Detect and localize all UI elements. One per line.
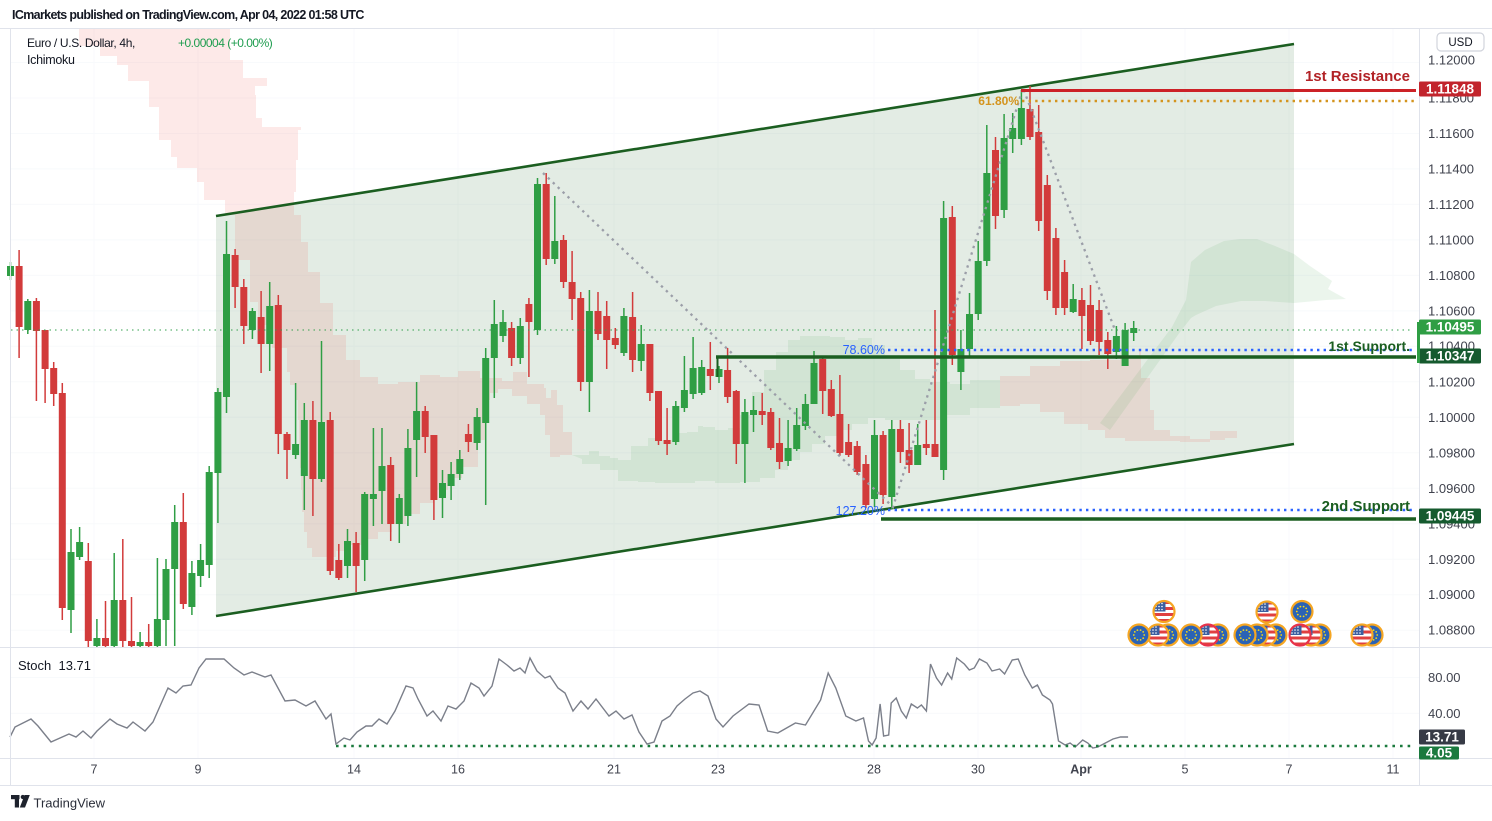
svg-text:2nd Support: 2nd Support <box>1322 498 1410 515</box>
svg-text:TradingView: TradingView <box>34 796 106 811</box>
svg-text:Euro / U.S. Dollar, 4h,: Euro / U.S. Dollar, 4h, <box>27 36 135 50</box>
svg-text:Stoch 13.71: Stoch 13.71 <box>18 658 91 673</box>
svg-text:1.10000: 1.10000 <box>1428 410 1475 425</box>
svg-text:1.08800: 1.08800 <box>1428 623 1475 638</box>
svg-text:21: 21 <box>607 763 621 777</box>
svg-text:1.09200: 1.09200 <box>1428 552 1475 567</box>
svg-text:USD: USD <box>1448 37 1472 49</box>
svg-text:61.80%: 61.80% <box>978 94 1019 108</box>
svg-text:16: 16 <box>451 763 465 777</box>
svg-text:80.00: 80.00 <box>1428 670 1461 685</box>
svg-text:28: 28 <box>867 763 881 777</box>
svg-text:1.10200: 1.10200 <box>1428 374 1475 389</box>
svg-text:1.11200: 1.11200 <box>1428 197 1474 212</box>
svg-text:1.09800: 1.09800 <box>1428 445 1475 460</box>
svg-text:Ichimoku: Ichimoku <box>27 53 75 67</box>
svg-text:1.12000: 1.12000 <box>1428 53 1475 68</box>
svg-text:ICmarkets published on Trading: ICmarkets published on TradingView.com, … <box>12 8 364 22</box>
svg-text:5: 5 <box>1182 763 1189 777</box>
svg-text:23: 23 <box>711 763 725 777</box>
svg-text:7: 7 <box>1286 763 1293 777</box>
svg-text:13.71: 13.71 <box>1425 730 1459 745</box>
svg-text:1.11600: 1.11600 <box>1428 126 1474 141</box>
svg-text:4.05: 4.05 <box>1426 746 1453 761</box>
svg-text:11: 11 <box>1387 763 1400 777</box>
svg-text:1.11400: 1.11400 <box>1428 162 1474 177</box>
svg-text:1.09445: 1.09445 <box>1426 509 1475 524</box>
svg-text:1.10600: 1.10600 <box>1428 303 1475 318</box>
svg-text:30: 30 <box>971 763 985 777</box>
svg-text:1.10347: 1.10347 <box>1426 349 1475 364</box>
svg-text:1.10495: 1.10495 <box>1426 320 1475 335</box>
svg-text:40.00: 40.00 <box>1428 706 1461 721</box>
svg-text:7: 7 <box>91 763 98 777</box>
svg-text:9: 9 <box>195 763 202 777</box>
svg-text:1.09600: 1.09600 <box>1428 481 1475 496</box>
svg-text:78.60%: 78.60% <box>843 343 885 357</box>
svg-text:Apr: Apr <box>1070 763 1092 777</box>
svg-text:14: 14 <box>347 763 361 777</box>
svg-text:1st Resistance: 1st Resistance <box>1305 68 1410 85</box>
svg-text:1st Support.: 1st Support. <box>1328 338 1410 354</box>
svg-text:1.09000: 1.09000 <box>1428 587 1475 602</box>
svg-text:127.20%: 127.20% <box>836 504 885 518</box>
svg-text:1.10800: 1.10800 <box>1428 268 1475 283</box>
svg-text:1.11848: 1.11848 <box>1426 82 1475 97</box>
svg-text:+0.00004 (+0.00%): +0.00004 (+0.00%) <box>178 36 273 50</box>
svg-text:1.11000: 1.11000 <box>1428 233 1474 248</box>
